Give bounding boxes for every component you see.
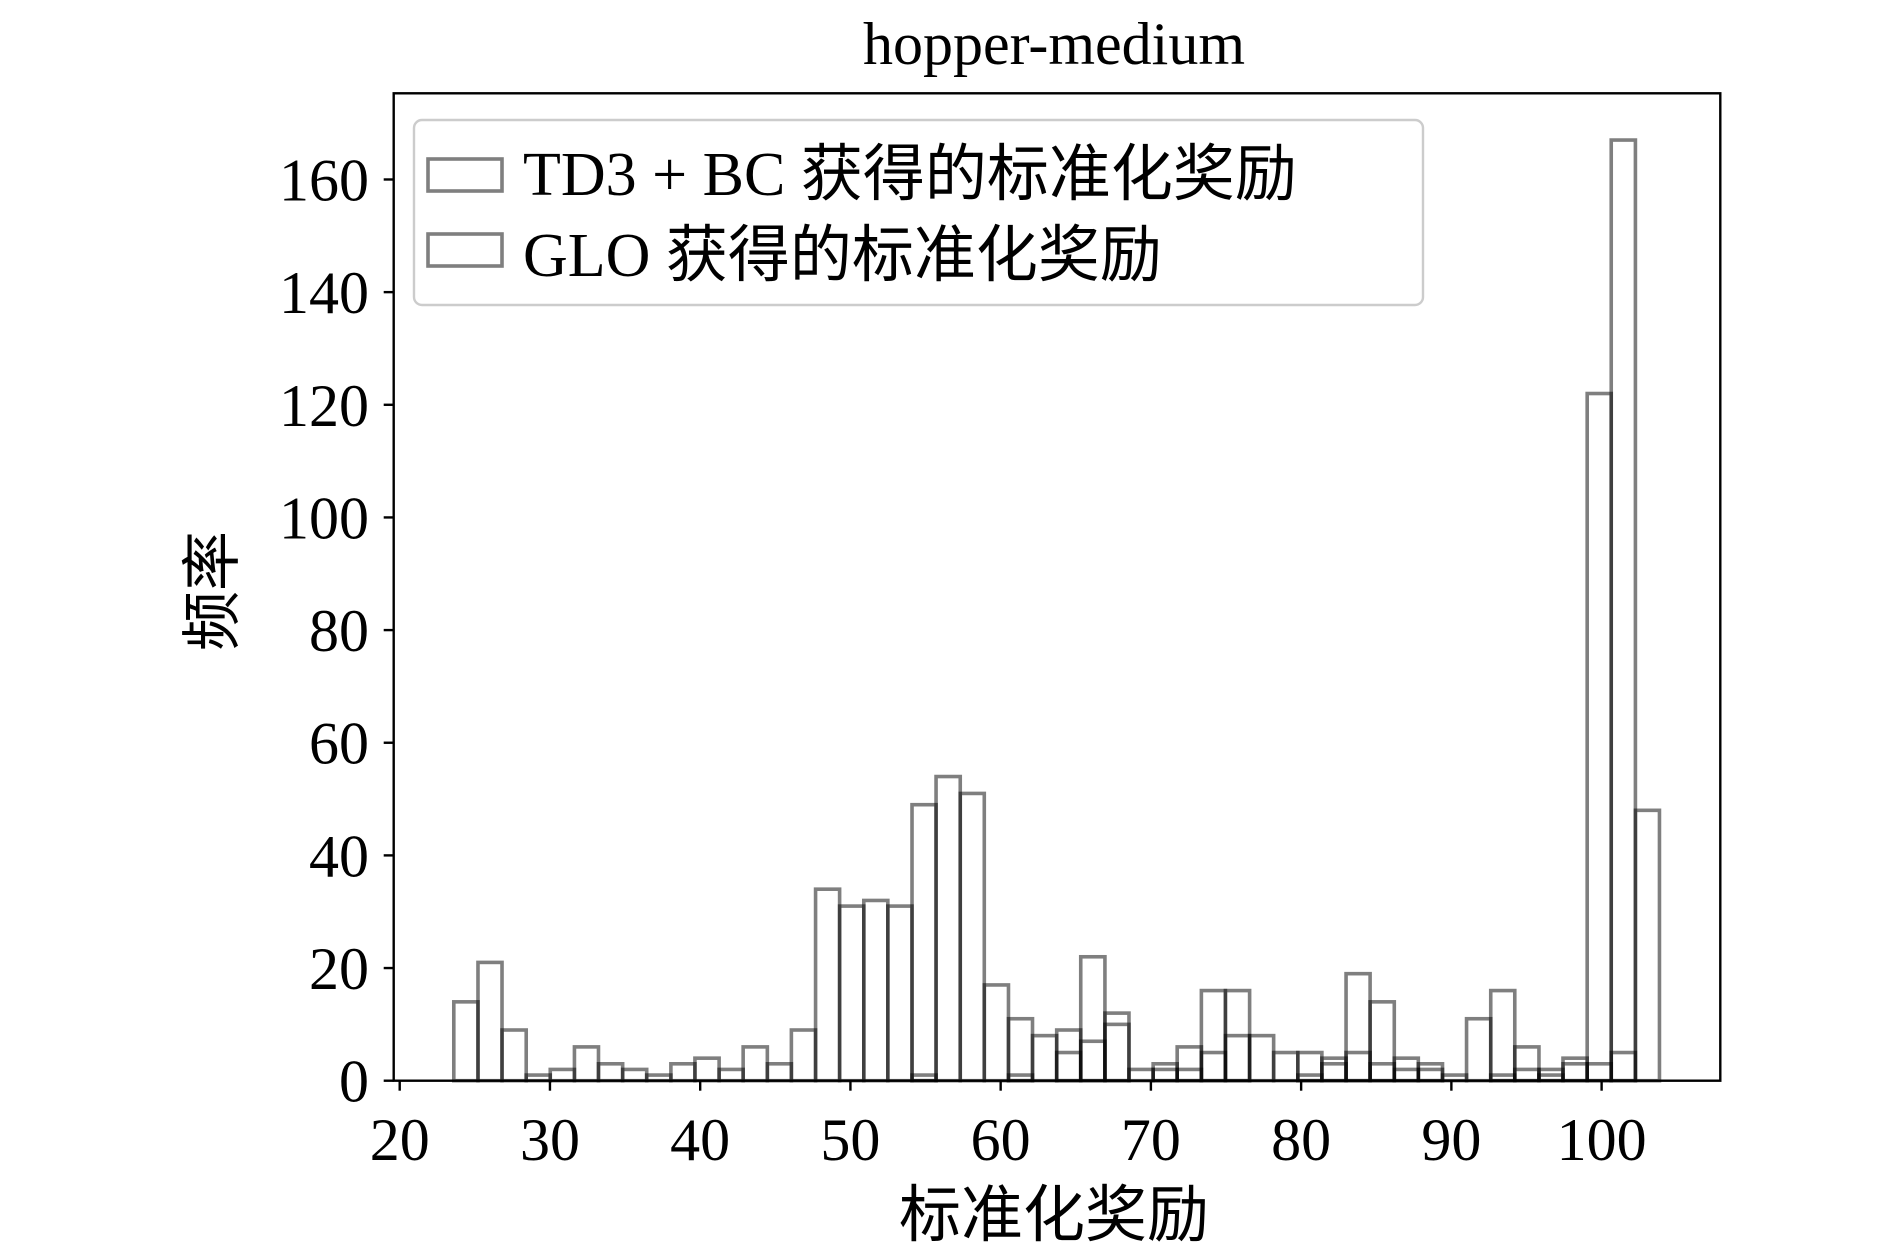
bar-series-0-bin-20 [934, 774, 963, 1083]
x-axis: 20 30 40 50 60 70 80 90 100 [370, 1080, 1647, 1173]
bar-series-0-bin-9 [669, 1062, 697, 1083]
y-axis: 0 20 40 60 80 100 120 140 160 [279, 147, 394, 1115]
x-tick-label-100: 100 [1557, 1107, 1647, 1173]
y-tick-label-120: 120 [279, 373, 369, 439]
x-tick-label-60: 60 [971, 1107, 1031, 1173]
bar-series-1-bin-29 [1151, 1067, 1179, 1083]
bar-series-0-bin-48 [1609, 1050, 1638, 1083]
chart-title: hopper-medium [863, 11, 1245, 77]
x-tick-label-50: 50 [820, 1107, 880, 1173]
x-tick-label-80: 80 [1271, 1107, 1331, 1173]
bar-series-1-bin-31 [1199, 1050, 1228, 1083]
bar-series-1-bin-48 [1609, 138, 1638, 1083]
bar-series-0-bin-25 [1054, 1028, 1083, 1083]
bar-series-0-bin-7 [620, 1067, 649, 1083]
bar-series-1-bin-25 [1054, 1050, 1083, 1083]
legend-label-glo: GLO 获得的标准化奖励 [523, 222, 1162, 290]
bar-series-1-bin-40 [1416, 1067, 1445, 1083]
legend-patch-glo [426, 232, 504, 268]
bar-series-1-bin-32 [1223, 1033, 1252, 1083]
bar-series-0-bin-0 [451, 1000, 480, 1083]
plot-frame [392, 92, 1722, 1082]
bar-series-0-bin-16 [837, 904, 866, 1083]
x-tick-label-30: 30 [520, 1107, 580, 1173]
bar-series-0-bin-23 [1006, 1016, 1035, 1083]
bar-series-0-bin-42 [1464, 1016, 1493, 1083]
bar-series-0-bin-28 [1127, 1067, 1155, 1083]
bar-series-0-bin-44 [1512, 1045, 1541, 1083]
y-tick-label-0: 0 [339, 1049, 369, 1115]
y-tick-label-140: 140 [279, 260, 369, 326]
bar-series-1-bin-39 [1392, 1067, 1421, 1083]
legend-label-td3-bc: TD3 + BC 获得的标准化奖励 [523, 141, 1297, 209]
y-tick-label-40: 40 [309, 823, 369, 889]
y-tick-label-20: 20 [309, 936, 369, 1002]
bar-series-0-bin-40 [1416, 1062, 1445, 1083]
bar-series-0-bin-21 [958, 791, 987, 1083]
bar-series-0-bin-43 [1488, 988, 1517, 1083]
bar-series-0-bin-2 [500, 1028, 529, 1083]
y-tick-label-100: 100 [279, 485, 369, 551]
bar-series-0-bin-30 [1175, 1045, 1204, 1083]
bar-series-1-bin-46 [1561, 1062, 1589, 1083]
x-axis-label: 标准化奖励 [899, 1182, 1209, 1250]
bar-series-0-bin-13 [765, 1062, 794, 1083]
bar-series-0-bin-10 [693, 1056, 721, 1083]
x-tick-label-20: 20 [370, 1107, 430, 1173]
bar-series-0-bin-4 [548, 1067, 577, 1083]
legend-frame [412, 118, 1425, 307]
y-tick-label-60: 60 [309, 711, 369, 777]
bar-series-0-bin-46 [1561, 1056, 1589, 1083]
bar-series-0-bin-26 [1078, 954, 1107, 1083]
bar-series-0-bin-31 [1199, 988, 1228, 1083]
bar-series-1-bin-36 [1320, 1062, 1348, 1083]
bar-series-0-bin-11 [717, 1067, 745, 1083]
bar-series-1-bin-37 [1344, 1050, 1372, 1083]
bar-series-1-bin-27 [1103, 1022, 1131, 1083]
bar-series-0-bin-18 [886, 904, 914, 1083]
bar-series-0-bin-17 [861, 898, 890, 1083]
bar-series-0-bin-34 [1271, 1050, 1300, 1083]
bar-series-1-bin-49 [1633, 808, 1662, 1083]
bar-series-0-bin-5 [572, 1045, 601, 1083]
bar-series-0-bin-24 [1030, 1033, 1059, 1083]
bar-series-0-bin-1 [476, 960, 504, 1083]
bar-series-0-bin-29 [1151, 1062, 1179, 1083]
y-axis-label: 频率 [180, 531, 246, 651]
bar-series-0-bin-37 [1344, 971, 1372, 1083]
bar-series-0-bin-38 [1368, 1000, 1397, 1083]
legend-patch-td3-bc [426, 157, 504, 193]
bar-series-0-bin-15 [813, 887, 842, 1083]
y-tick-label-160: 160 [279, 147, 369, 213]
bar-series-1-bin-47 [1585, 391, 1614, 1083]
bar-series-0-bin-14 [789, 1028, 818, 1083]
bar-series-1-bin-44 [1512, 1067, 1541, 1083]
bar-series-1-bin-38 [1368, 1062, 1397, 1083]
x-tick-label-70: 70 [1121, 1107, 1181, 1173]
legend: TD3 + BC 获得的标准化奖励 GLO 获得的标准化奖励 [412, 118, 1425, 307]
bar-series-0-bin-47 [1585, 1062, 1614, 1083]
bar-series-0-bin-33 [1247, 1033, 1276, 1083]
bar-series-1-bin-30 [1175, 1067, 1204, 1083]
bar-series-0-bin-12 [741, 1045, 770, 1083]
bar-series-0-bin-22 [982, 983, 1011, 1083]
bar-series-1-bin-26 [1078, 1039, 1107, 1083]
bar-series-0-bin-36 [1320, 1056, 1348, 1083]
x-tick-label-40: 40 [670, 1107, 730, 1173]
bar-series-0-bin-19 [910, 802, 938, 1083]
x-tick-label-90: 90 [1421, 1107, 1481, 1173]
y-tick-label-80: 80 [309, 598, 369, 664]
bar-series-0-bin-6 [596, 1062, 625, 1083]
